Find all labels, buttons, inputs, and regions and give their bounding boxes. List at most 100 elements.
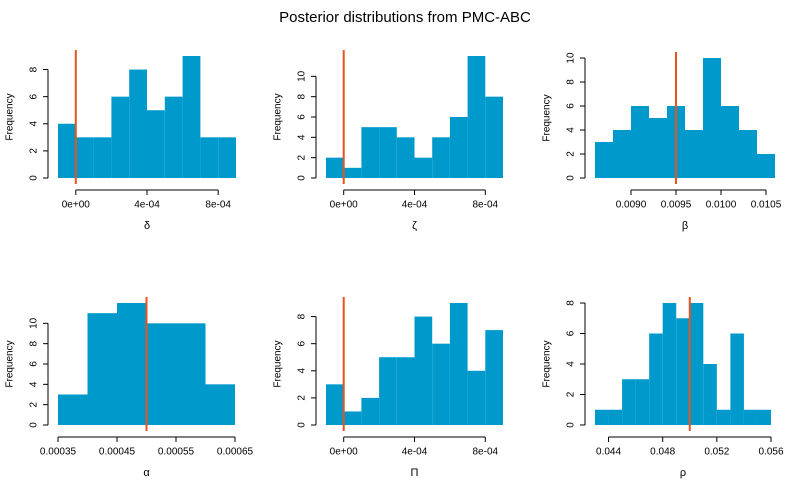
y-tick-label: 2 <box>29 148 40 154</box>
y-tick-label: 0 <box>566 422 577 428</box>
bar <box>449 117 468 178</box>
y-tick-label: 4 <box>297 134 308 140</box>
bar <box>146 323 176 425</box>
x-tick-label: 0.0100 <box>706 200 737 211</box>
bar <box>485 96 503 178</box>
bar <box>361 127 380 178</box>
bar <box>93 137 112 178</box>
y-tick-label: 2 <box>297 395 308 401</box>
bar <box>396 137 415 178</box>
bar <box>343 167 362 178</box>
x-axis-label: ζ <box>412 220 417 232</box>
y-tick-label: 8 <box>566 300 577 306</box>
bar <box>414 316 433 425</box>
x-axis-label: Π <box>411 467 419 479</box>
y-tick-label: 10 <box>566 52 577 64</box>
bar <box>703 58 721 178</box>
y-tick-label: 4 <box>566 361 577 367</box>
x-tick-label: 0.0095 <box>661 200 692 211</box>
bar <box>757 409 771 425</box>
x-axis-label: δ <box>144 220 150 232</box>
bar <box>730 333 744 425</box>
bar <box>326 157 344 178</box>
bar <box>689 303 704 425</box>
bar <box>205 384 235 425</box>
bar <box>485 330 503 425</box>
x-tick-label: 0e+00 <box>330 200 359 211</box>
y-tick-label: 0 <box>297 422 308 428</box>
bar <box>608 409 623 425</box>
y-tick-label: 6 <box>566 103 577 109</box>
y-tick-label: 6 <box>297 340 308 346</box>
y-tick-label: 10 <box>29 317 40 329</box>
bar <box>111 96 130 178</box>
y-tick-label: 10 <box>297 70 308 82</box>
bar <box>75 137 94 178</box>
y-axis-label: Frequency <box>542 94 553 141</box>
bar <box>622 379 636 425</box>
bar <box>147 110 165 178</box>
y-axis-label: Frequency <box>273 93 284 140</box>
x-tick-label: 0.00045 <box>99 447 136 458</box>
x-tick-label: 0.0090 <box>616 200 647 211</box>
y-tick-label: 6 <box>297 114 308 120</box>
y-tick-label: 0 <box>566 175 577 181</box>
bar <box>379 357 397 425</box>
x-tick-label: 4e-04 <box>134 200 160 211</box>
bar <box>739 130 757 178</box>
x-tick-label: 4e-04 <box>402 200 428 211</box>
bar <box>218 137 236 178</box>
bar <box>743 409 758 425</box>
y-tick-label: 2 <box>297 154 308 160</box>
figure-title: Posterior distributions from PMC-ABC <box>279 9 531 26</box>
y-tick-label: 0 <box>297 175 308 181</box>
panel: 0e+00 4e-04 8e-04 δ 0 2 4 6 8 Frequency <box>5 50 236 232</box>
bar <box>635 379 650 425</box>
bar <box>129 69 147 178</box>
y-tick-label: 8 <box>297 93 308 99</box>
bar <box>432 343 450 425</box>
y-tick-label: 0 <box>29 175 40 181</box>
y-tick-label: 8 <box>297 313 308 319</box>
x-tick-label: 0.056 <box>758 447 783 458</box>
bar <box>361 397 380 425</box>
y-tick-label: 8 <box>29 66 40 72</box>
x-tick-label: 0.048 <box>650 447 675 458</box>
y-tick-label: 6 <box>29 93 40 99</box>
x-tick-label: 0.052 <box>704 447 729 458</box>
x-tick-label: 4e-04 <box>402 447 428 458</box>
y-tick-label: 2 <box>29 401 40 407</box>
bar <box>87 313 117 425</box>
x-tick-label: 8e-04 <box>473 200 499 211</box>
bar <box>117 303 147 425</box>
x-tick-label: 0.00065 <box>217 447 254 458</box>
bar <box>613 130 631 178</box>
bar <box>703 364 717 425</box>
y-axis-label: Frequency <box>542 340 553 387</box>
bar <box>676 318 690 425</box>
y-tick-label: 0 <box>29 422 40 428</box>
x-tick-label: 0.00055 <box>158 447 195 458</box>
y-tick-label: 6 <box>566 330 577 336</box>
y-tick-label: 6 <box>29 361 40 367</box>
bar <box>721 106 739 178</box>
bar <box>176 323 206 425</box>
y-axis-label: Frequency <box>5 93 16 140</box>
x-tick-label: 0.00035 <box>40 447 77 458</box>
panel: 0e+00 4e-04 8e-04 ζ 0 2 4 6 8 10 Frequency <box>273 50 503 232</box>
bar <box>467 370 486 425</box>
x-tick-label: 0e+00 <box>62 200 91 211</box>
y-tick-label: 8 <box>29 340 40 346</box>
bar <box>716 409 731 425</box>
bar <box>326 384 344 425</box>
panel: 0.00035 0.00045 0.00055 0.00065 α 0 2 4 6 8 10 Freq… <box>5 297 254 479</box>
y-tick-label: 4 <box>566 127 577 133</box>
bar <box>58 394 88 425</box>
x-tick-label: 8e-04 <box>205 200 231 211</box>
x-axis-label: β <box>682 220 688 232</box>
bar <box>164 96 183 178</box>
panel: 0.044 0.048 0.052 0.056 ρ 0 2 4 6 8 Frequency <box>542 297 784 479</box>
y-tick-label: 4 <box>29 381 40 387</box>
y-axis-label: Frequency <box>5 340 16 387</box>
